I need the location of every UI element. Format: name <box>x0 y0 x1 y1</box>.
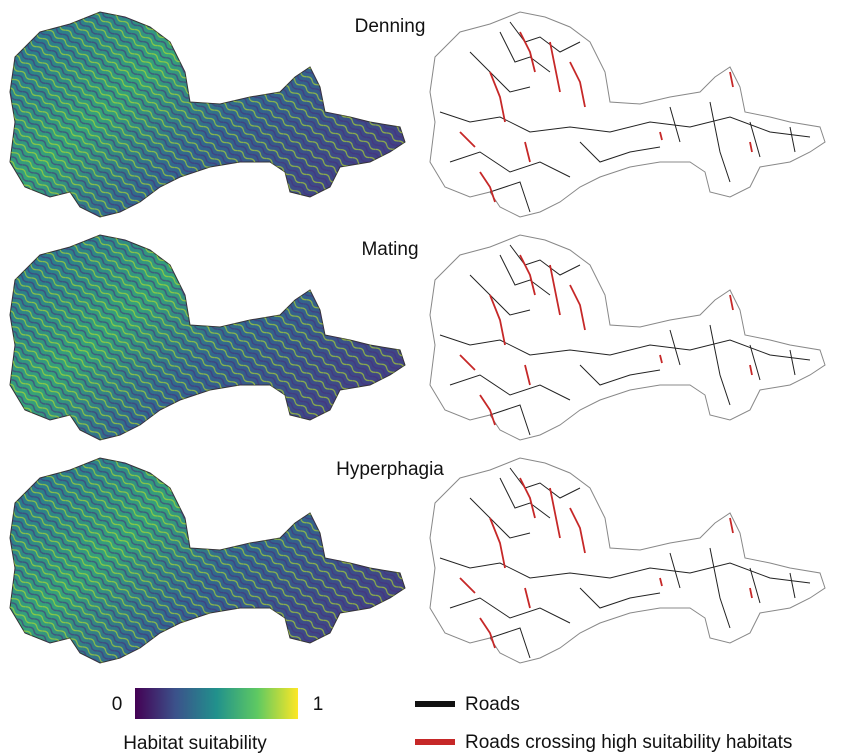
legend-label: Roads <box>465 694 520 715</box>
colorbar-label: Habitat suitability <box>123 733 267 754</box>
legend-label: Roads crossing high suitability habitats <box>465 732 792 753</box>
suitability-map <box>10 458 405 663</box>
page: Denning Mating Hyperphagia 0 1 Habitat s… <box>0 0 845 756</box>
colorbar-min: 0 <box>112 694 123 715</box>
panel-title: Hyperphagia <box>336 459 444 480</box>
suitability-map <box>10 235 405 440</box>
panel-title: Denning <box>355 16 426 37</box>
road-map <box>430 12 825 217</box>
road-map <box>430 458 825 663</box>
road-map <box>430 235 825 440</box>
panel-title: Mating <box>361 239 418 260</box>
colorbar <box>135 688 298 719</box>
figure: Denning Mating Hyperphagia 0 1 Habitat s… <box>0 0 845 756</box>
suitability-maps <box>10 12 405 663</box>
suitability-map <box>10 12 405 217</box>
legend-swatch <box>415 739 455 745</box>
colorbar-max: 1 <box>313 694 324 715</box>
road-maps <box>430 12 825 663</box>
legend-swatch <box>415 701 455 707</box>
